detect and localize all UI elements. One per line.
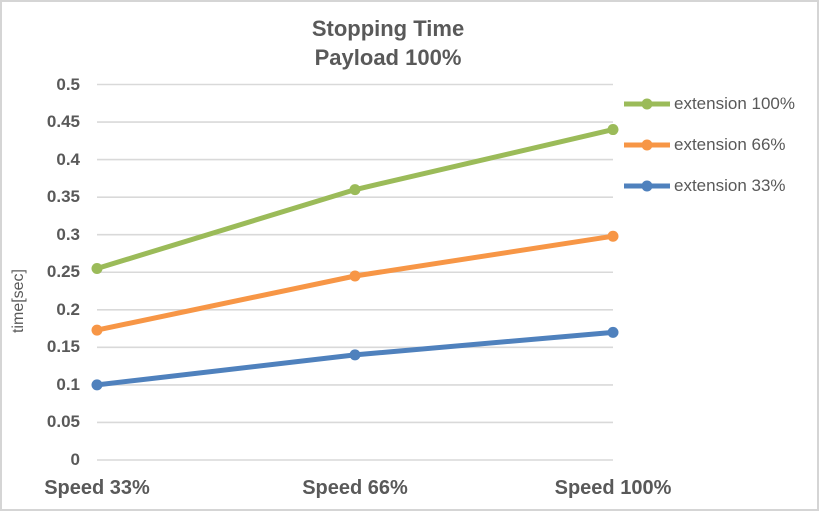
data-point-marker-icon bbox=[607, 124, 619, 136]
legend-line-marker-icon bbox=[624, 139, 670, 150]
y-tick-label: 0.3 bbox=[56, 224, 80, 244]
x-category-label: Speed 66% bbox=[302, 477, 408, 499]
y-tick-label: 0.15 bbox=[46, 337, 80, 357]
y-tick-label: 0.45 bbox=[46, 112, 80, 132]
data-point-marker-icon bbox=[349, 349, 361, 361]
y-tick-label: 0.25 bbox=[46, 262, 80, 282]
y-tick-label: 0.4 bbox=[56, 149, 80, 169]
data-point-marker-icon bbox=[91, 379, 103, 391]
y-tick-label: 0 bbox=[70, 450, 80, 469]
data-point-marker-icon bbox=[91, 324, 103, 336]
legend-line-marker-icon bbox=[624, 98, 670, 109]
chart-title: Stopping Time Payload 100% bbox=[312, 14, 464, 72]
legend-line-marker-icon bbox=[624, 180, 670, 191]
x-category-label: Speed 33% bbox=[44, 477, 150, 499]
series-line-extension-66 bbox=[94, 233, 616, 333]
legend-label: extension 33% bbox=[674, 175, 786, 195]
legend-item: extension 33% bbox=[623, 165, 795, 206]
y-tick-label: 0.05 bbox=[46, 412, 80, 432]
data-point-marker-icon bbox=[607, 230, 619, 242]
chart-title-line1: Stopping Time bbox=[311, 16, 465, 41]
chart-title-line2: Payload 100% bbox=[314, 45, 462, 70]
y-tick-label: 0.2 bbox=[56, 299, 80, 319]
legend: extension 100% extension 66% extension 33% bbox=[623, 83, 795, 206]
data-point-marker-icon bbox=[349, 184, 361, 196]
legend-label: extension 66% bbox=[674, 134, 786, 154]
x-category-label: Speed 100% bbox=[554, 477, 672, 499]
y-tick-label: 0.35 bbox=[46, 187, 80, 207]
data-point-marker-icon bbox=[607, 326, 619, 338]
data-point-marker-icon bbox=[91, 262, 103, 274]
legend-item: extension 100% bbox=[623, 83, 795, 124]
legend-item: extension 66% bbox=[623, 124, 795, 165]
legend-label: extension 100% bbox=[674, 93, 795, 113]
y-tick-label: 0.1 bbox=[56, 374, 80, 394]
data-point-marker-icon bbox=[349, 270, 361, 282]
y-tick-label: 0.5 bbox=[56, 74, 80, 94]
